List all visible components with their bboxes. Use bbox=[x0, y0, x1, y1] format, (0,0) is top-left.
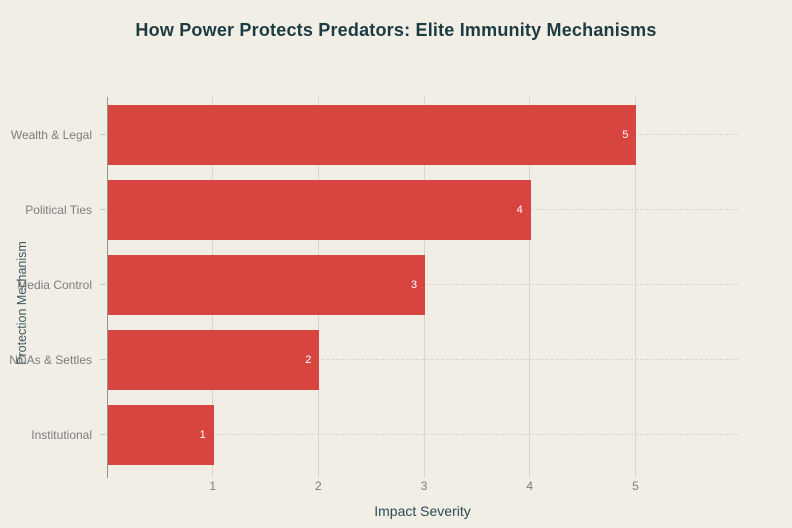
x-tick-labels: 1 2 3 4 5 bbox=[107, 479, 738, 495]
y-tick-labels: Wealth & Legal Political Ties Media Contro… bbox=[0, 97, 96, 472]
x-gridline bbox=[529, 97, 531, 478]
y-axis-line bbox=[107, 97, 108, 478]
x-tick-label: 2 bbox=[315, 479, 322, 493]
bar: 2 bbox=[108, 329, 320, 390]
bar: 3 bbox=[108, 254, 426, 315]
x-tick-label: 4 bbox=[526, 479, 534, 493]
y-tick-mark bbox=[100, 209, 106, 210]
plot-area: 5 4 3 2 1 bbox=[100, 97, 738, 478]
y-tick-mark bbox=[100, 284, 106, 285]
y-tick-label: NDAs & Settles bbox=[9, 352, 92, 367]
x-axis-title: Impact Severity bbox=[374, 503, 471, 519]
y-tick-label: Wealth & Legal bbox=[10, 127, 92, 142]
y-tick-mark bbox=[100, 134, 106, 135]
bar: 1 bbox=[108, 404, 214, 465]
y-tick-mark bbox=[100, 359, 106, 360]
bar-value-label: 5 bbox=[622, 128, 629, 141]
y-tick-label: Political Ties bbox=[25, 202, 92, 217]
bar-value-label: 1 bbox=[199, 428, 206, 441]
chart-title: How Power Protects Predators: Elite Immu… bbox=[135, 20, 657, 40]
x-gridline bbox=[634, 97, 636, 478]
y-gridline bbox=[107, 359, 738, 360]
y-gridline bbox=[107, 434, 738, 435]
x-tick-label: 1 bbox=[209, 479, 217, 493]
y-tick-label: Institutional bbox=[31, 427, 92, 442]
bar-value-label: 4 bbox=[516, 203, 523, 216]
bar: 5 bbox=[108, 104, 637, 165]
bar: 4 bbox=[108, 179, 531, 240]
y-tick-mark bbox=[100, 434, 106, 435]
y-tick-label: Media Control bbox=[17, 277, 92, 292]
x-tick-label: 3 bbox=[420, 479, 428, 493]
x-tick-label: 5 bbox=[632, 479, 639, 493]
bar-value-label: 2 bbox=[305, 353, 312, 366]
bar-value-label: 3 bbox=[410, 278, 418, 291]
